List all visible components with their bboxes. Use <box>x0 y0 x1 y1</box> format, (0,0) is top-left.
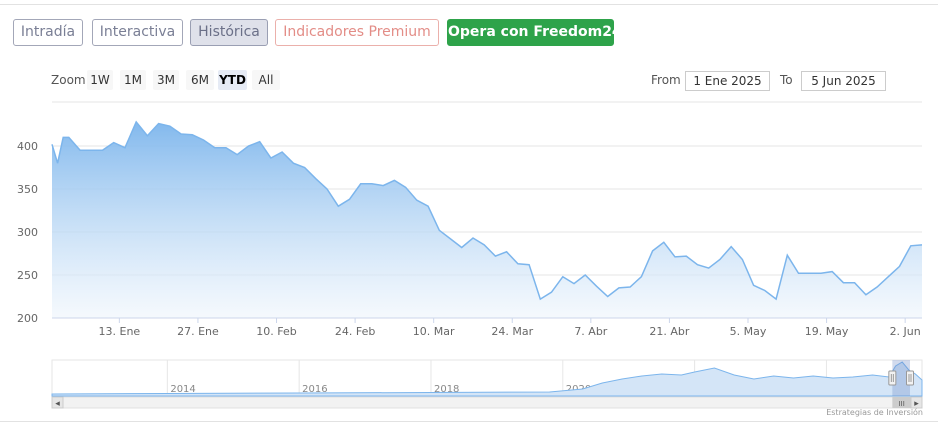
y-tick-label: 200 <box>17 312 38 325</box>
tab-indicadores-premium[interactable]: Indicadores Premium <box>275 19 439 46</box>
x-tick-label: 13. Ene <box>99 325 141 338</box>
y-tick-label: 300 <box>17 226 38 239</box>
freedom24-button[interactable]: Opera con Freedom24 <box>447 19 622 46</box>
y-tick-label: 250 <box>17 269 38 282</box>
x-tick-label: 21. Abr <box>649 325 689 338</box>
x-tick-label: 7. Abr <box>574 325 607 338</box>
x-tick-label: 24. Feb <box>335 325 375 338</box>
x-tick-label: 24. Mar <box>491 325 533 338</box>
y-tick-label: 400 <box>17 140 38 153</box>
zoom-all-button[interactable]: All <box>252 70 280 90</box>
navigator-year-label: 2014 <box>170 384 195 395</box>
x-tick-label: 5. May <box>730 325 767 338</box>
zoom-1m-button[interactable]: 1M <box>120 70 146 90</box>
scrollbar-track <box>51 396 923 409</box>
scrollbar-left-button <box>51 396 64 409</box>
zoom-6m-button[interactable]: 6M <box>186 70 214 90</box>
tab-intradia[interactable]: Intradía <box>13 19 83 46</box>
navigator[interactable]: 201420162018202020222024◂▸III <box>51 359 923 409</box>
navigator-year-label: 2018 <box>434 384 459 395</box>
from-date-input[interactable] <box>685 71 770 91</box>
scroll-right-arrow: ▸ <box>914 399 919 409</box>
navigator-series <box>51 361 923 397</box>
price-line <box>51 120 923 301</box>
scrollbar-thumb-grip: III <box>899 400 905 408</box>
zoom-label: Zoom <box>51 73 86 87</box>
zoom-ytd-button[interactable]: YTD <box>218 70 247 90</box>
y-axis: 200 250 300 350 400 <box>17 140 38 325</box>
y-tick-label: 350 <box>17 183 38 196</box>
navigator-handle-left <box>888 370 897 386</box>
x-tick-label: 10. Mar <box>413 325 455 338</box>
x-tick-label: 2. Jun <box>890 325 921 338</box>
navigator-year-label: 2016 <box>302 384 327 395</box>
x-tick-label: 19. May <box>805 325 849 338</box>
scrollbar-thumb <box>892 397 911 408</box>
zoom-1w-button[interactable]: 1W <box>87 70 113 90</box>
tab-historica[interactable]: Histórica <box>190 19 268 46</box>
x-axis: 13. Ene 27. Ene 10. Feb 24. Feb 10. Mar 24. M… <box>52 317 922 338</box>
to-label: To <box>780 73 793 87</box>
credits-text: Estrategias de Inversión <box>826 408 923 417</box>
x-tick-label: 10. Feb <box>256 325 296 338</box>
x-tick-label: 27. Ene <box>177 325 219 338</box>
top-divider <box>0 4 938 5</box>
bottom-divider <box>0 421 938 422</box>
to-date-input[interactable] <box>801 71 886 91</box>
tab-interactiva[interactable]: Interactiva <box>92 19 183 46</box>
navigator-handle-right <box>906 370 914 386</box>
price-area <box>52 121 922 319</box>
scroll-left-arrow: ◂ <box>55 399 60 409</box>
from-label: From <box>651 73 681 87</box>
zoom-3m-button[interactable]: 3M <box>153 70 179 90</box>
navigator-selection <box>892 360 910 396</box>
price-series <box>51 120 923 319</box>
